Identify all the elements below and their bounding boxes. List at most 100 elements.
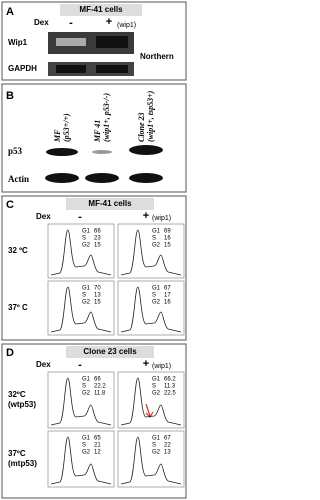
lane-label: Clone 23 (wip1+, tsp53+) [137,90,155,142]
histogram-frame [47,430,115,488]
lane-label-line: (wip1+, p53-/-) [102,93,111,142]
blot-band [56,65,86,73]
histogram [120,286,182,333]
phase-value: 66.2 [164,377,176,383]
lane-label-line: (p53+/+) [62,113,71,142]
histogram-frame [117,430,185,488]
plus-label: + [143,210,149,222]
panel-title: MF-41 cells [79,5,123,14]
phase-value: 16 [164,236,171,242]
blot-band [46,148,78,156]
blot-band [129,145,163,155]
phase-value: 15 [94,243,101,249]
phase-label: G2 [152,243,161,249]
histogram [50,286,112,333]
phase-label: G1 [82,286,91,292]
phase-value: 70 [94,286,101,292]
phase-value: 22 [164,443,171,449]
treatment-label: Dex [34,18,49,27]
row-label: p53 [8,146,23,156]
phase-value: 67 [164,286,171,292]
lane-label: MF 41 (wip1+, p53-/-) [93,93,111,143]
histogram [50,229,112,276]
phase-label: G2 [152,450,161,456]
histogram-frame [117,223,185,279]
row-label: 37ºC [8,449,26,458]
histogram-frame [47,280,115,336]
phase-value: 69 [164,229,171,235]
phase-value: 66 [94,229,101,235]
histogram-frame [117,280,185,336]
phase-value: 21 [94,443,101,449]
panel-title: Clone 23 cells [83,347,137,356]
blot-band [129,173,163,183]
phase-label: G2 [82,300,91,306]
plus-label: + [106,16,112,28]
lane-label-line: MF 41 [93,120,102,143]
histogram [50,377,112,426]
title-box [66,346,154,358]
blot-band [56,38,86,46]
phase-value: 16 [164,300,171,306]
title-box [66,198,154,210]
phase-label: S [152,443,156,449]
phase-value: 11.3 [164,384,176,390]
phase-label: G1 [152,436,161,442]
minus-label: - [78,359,82,371]
treatment-label: Dex [36,212,51,221]
arrow [145,403,154,418]
histogram-frame [47,223,115,279]
title-box [60,4,142,16]
phase-label: G1 [82,436,91,442]
minus-label: - [78,211,82,223]
phase-value: 23 [94,236,101,242]
phase-label: S [152,293,156,299]
histogram-frame [117,371,185,429]
treatment-label: Dex [36,360,51,369]
phase-label: G2 [82,243,91,249]
blot-band [96,65,128,73]
lane-label-line: (wip1+, tsp53+) [146,90,155,142]
phase-label: G2 [82,450,91,456]
plus-label: + [143,358,149,370]
phase-value: 15 [94,300,101,306]
phase-label: G1 [152,286,161,292]
plus-note: (wip1) [152,215,171,222]
phase-label: G1 [152,377,161,383]
histogram [120,229,182,276]
phase-label: G1 [82,377,91,383]
minus-label: - [69,17,73,29]
panel-frame [1,83,187,193]
phase-value: 15 [164,243,171,249]
blot-band [45,173,79,183]
phase-label: S [82,236,86,242]
phase-label: S [82,384,86,390]
panel-frame [1,343,187,499]
phase-value: 66 [94,377,101,383]
panel-title: MF-41 cells [88,199,132,208]
blot-band [92,150,112,154]
phase-label: S [152,384,156,390]
row-label: 37º C [8,303,28,312]
phase-label: S [82,443,86,449]
histogram [120,436,182,485]
plus-note: (wip1) [117,22,136,29]
phase-label: G2 [152,391,161,397]
lane-label: MF (p53+/+) [53,113,71,143]
row-label: GAPDH [8,64,37,73]
lane-label-line: Clone 23 [137,112,146,142]
row-label: 32ºC [8,390,26,399]
blot-band [96,36,128,48]
phase-value: 67 [164,436,171,442]
phase-value: 11.8 [94,391,106,397]
row-label: Wip1 [8,38,28,47]
row-label: (mtp53) [8,459,37,468]
row-label: 32 ºC [8,246,28,255]
phase-label: G1 [152,229,161,235]
phase-label: G1 [82,229,91,235]
histogram-frame [47,371,115,429]
panel-label: D [6,347,14,359]
phase-value: 17 [164,293,171,299]
